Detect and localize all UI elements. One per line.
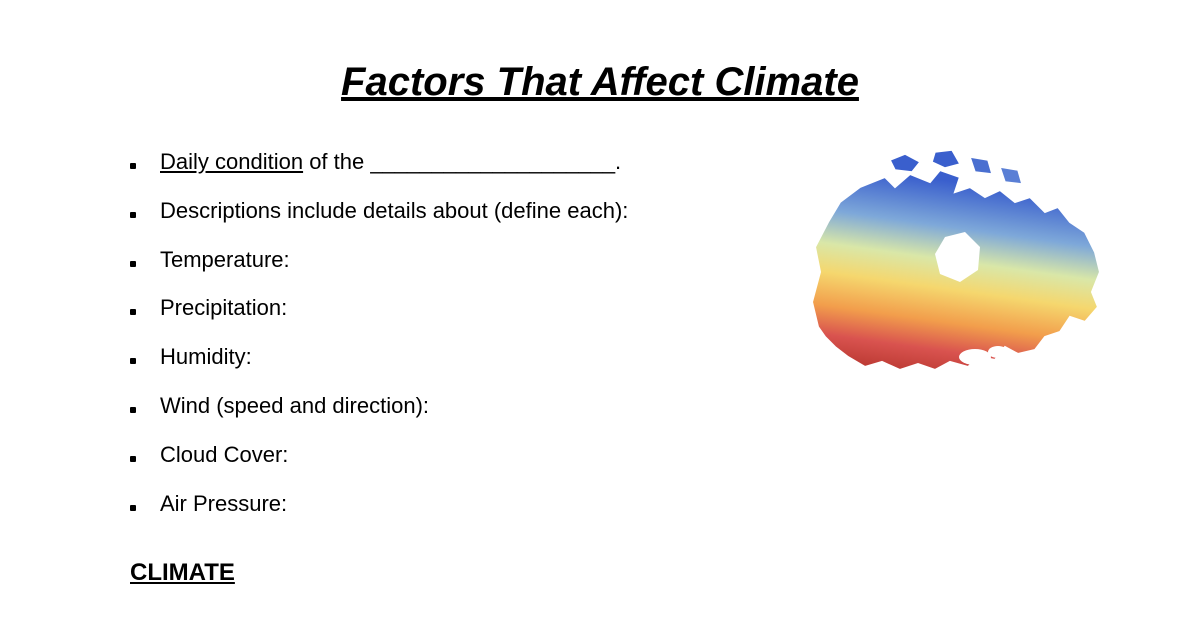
bullet-text: Humidity: xyxy=(160,342,252,373)
map-svg xyxy=(800,142,1110,402)
bullet-icon xyxy=(130,407,136,413)
list-item: Precipitation: xyxy=(130,293,780,324)
bullet-icon xyxy=(130,456,136,462)
list-item: Air Pressure: xyxy=(130,489,780,520)
bullet-icon xyxy=(130,212,136,218)
bullet-icon xyxy=(130,309,136,315)
list-item: Wind (speed and direction): xyxy=(130,391,780,422)
list-item: Daily condition of the _________________… xyxy=(130,147,780,178)
page-title: Factors That Affect Climate xyxy=(90,60,1110,105)
section-heading: CLIMATE xyxy=(90,559,1110,587)
bullet-text: Descriptions include details about (defi… xyxy=(160,196,628,227)
underlined-text: Daily condition xyxy=(160,149,303,174)
bullet-text: Daily condition of the _________________… xyxy=(160,147,621,178)
slide: Factors That Affect Climate Daily condit… xyxy=(0,0,1200,617)
bullet-text: Precipitation: xyxy=(160,293,287,324)
list-item: Descriptions include details about (defi… xyxy=(130,196,780,227)
bullet-icon xyxy=(130,505,136,511)
bullet-text: Wind (speed and direction): xyxy=(160,391,429,422)
bullet-icon xyxy=(130,261,136,267)
list-item: Temperature: xyxy=(130,245,780,276)
bullet-text: Cloud Cover: xyxy=(160,440,288,471)
canada-climate-map xyxy=(800,142,1110,402)
content-row: Daily condition of the _________________… xyxy=(90,147,1110,537)
list-item: Cloud Cover: xyxy=(130,440,780,471)
list-item: Humidity: xyxy=(130,342,780,373)
bullet-text: Air Pressure: xyxy=(160,489,287,520)
bullet-icon xyxy=(130,358,136,364)
bullet-icon xyxy=(130,163,136,169)
bullet-list: Daily condition of the _________________… xyxy=(90,147,780,537)
bullet-text: Temperature: xyxy=(160,245,290,276)
